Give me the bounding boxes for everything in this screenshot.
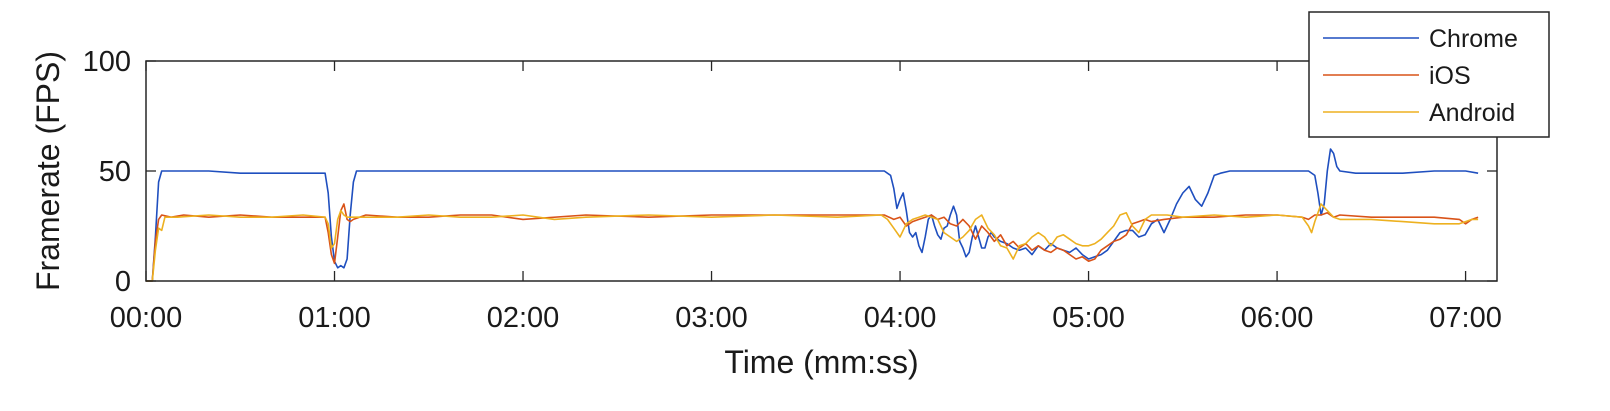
x-tick-label: 05:00	[1052, 302, 1125, 334]
x-tick-label: 07:00	[1429, 302, 1502, 334]
x-tick-label: 02:00	[487, 302, 560, 334]
legend-label-ios: iOS	[1429, 62, 1471, 90]
x-axis: 00:00 01:00 02:00 03:00 04:00 05:00 06:00 07:00	[110, 61, 1502, 334]
x-tick-label: 06:00	[1241, 302, 1314, 334]
y-axis-title: Framerate (FPS)	[30, 51, 66, 291]
y-tick-label: 50	[99, 156, 131, 188]
series-layer	[146, 148, 1479, 282]
legend: Chrome iOS Android	[1308, 11, 1550, 138]
y-axis: 0 50 100	[83, 46, 1497, 298]
y-tick-label: 0	[115, 266, 131, 298]
series-line-android	[146, 203, 1479, 282]
x-tick-label: 01:00	[298, 302, 371, 334]
x-tick-label: 00:00	[110, 302, 183, 334]
x-tick-label: 03:00	[675, 302, 748, 334]
legend-label-chrome: Chrome	[1429, 25, 1518, 53]
x-tick-label: 04:00	[864, 302, 937, 334]
legend-label-android: Android	[1429, 99, 1515, 127]
series-line-chrome	[146, 148, 1479, 282]
x-axis-title: Time (mm:ss)	[724, 344, 918, 380]
y-tick-label: 100	[83, 46, 131, 78]
